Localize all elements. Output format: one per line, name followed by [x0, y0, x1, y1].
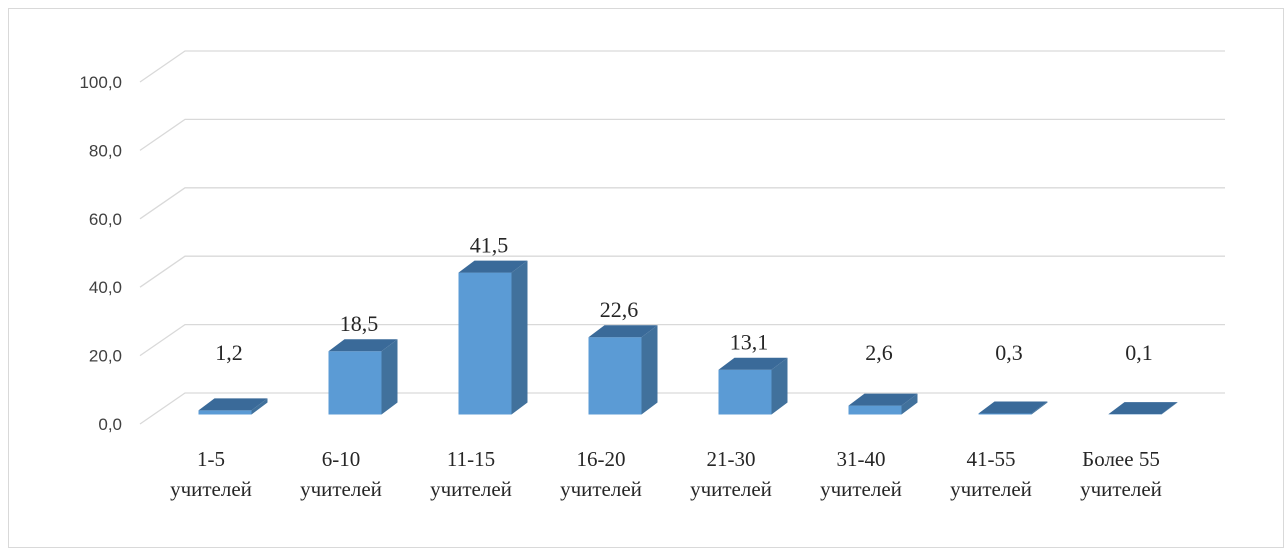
bar [719, 358, 788, 415]
bar-top [979, 401, 1048, 413]
bar [1109, 402, 1178, 414]
bar-front [719, 370, 772, 415]
gridline [140, 51, 1225, 82]
data-label: 18,5 [340, 311, 379, 336]
bar-front [459, 273, 512, 415]
x-tick-label: 16-20 [577, 447, 626, 471]
bar [979, 401, 1048, 414]
x-tick-label: учителей [170, 477, 252, 501]
y-tick-label: 60,0 [89, 210, 122, 229]
x-tick-label: Более 55 [1082, 447, 1160, 471]
y-tick-label: 0,0 [98, 415, 122, 434]
bar-side [382, 339, 398, 414]
bar [849, 394, 918, 415]
y-tick-label: 80,0 [89, 141, 122, 160]
x-tick-label: 21-30 [707, 447, 756, 471]
bar [329, 339, 398, 414]
bar [459, 261, 528, 415]
data-label: 1,2 [215, 340, 243, 365]
y-axis-ticks: 0,0 20,0 40,0 60,0 80,0 100,0 [79, 73, 122, 434]
x-tick-label: учителей [950, 477, 1032, 501]
gridlines [140, 51, 1225, 424]
bar-side [642, 325, 658, 414]
gridline [140, 119, 1225, 150]
x-tick-label: 1-5 [197, 447, 225, 471]
y-tick-label: 40,0 [89, 278, 122, 297]
bar-front [849, 406, 902, 415]
y-tick-label: 20,0 [89, 347, 122, 366]
gridline [140, 188, 1225, 219]
bar-front [589, 337, 642, 414]
x-tick-label: учителей [430, 477, 512, 501]
bar-front [329, 351, 382, 414]
data-label: 41,5 [470, 233, 509, 258]
x-tick-label: учителей [1080, 477, 1162, 501]
x-tick-label: учителей [300, 477, 382, 501]
bar [589, 325, 658, 414]
gridline [140, 325, 1225, 356]
x-tick-label: учителей [690, 477, 772, 501]
bar-front [199, 410, 252, 414]
x-axis-labels: 1-5 учителей 6-10 учителей 11-15 учителей 16-2… [170, 447, 1162, 501]
bar [199, 398, 268, 414]
x-tick-label: 41-55 [967, 447, 1016, 471]
bar-side [512, 261, 528, 415]
bar-front [979, 413, 1032, 414]
bars [199, 261, 1178, 415]
data-label: 0,3 [995, 340, 1023, 365]
x-tick-label: учителей [820, 477, 902, 501]
x-tick-label: 11-15 [447, 447, 495, 471]
gridline [140, 256, 1225, 287]
data-label: 0,1 [1125, 340, 1153, 365]
data-label: 13,1 [730, 330, 769, 355]
data-label: 2,6 [865, 340, 893, 365]
gridline [140, 393, 1225, 424]
bar-top [1109, 402, 1178, 414]
x-tick-label: 31-40 [837, 447, 886, 471]
data-label: 22,6 [600, 297, 639, 322]
x-tick-label: 6-10 [322, 447, 361, 471]
x-tick-label: учителей [560, 477, 642, 501]
y-tick-label: 100,0 [79, 73, 122, 92]
